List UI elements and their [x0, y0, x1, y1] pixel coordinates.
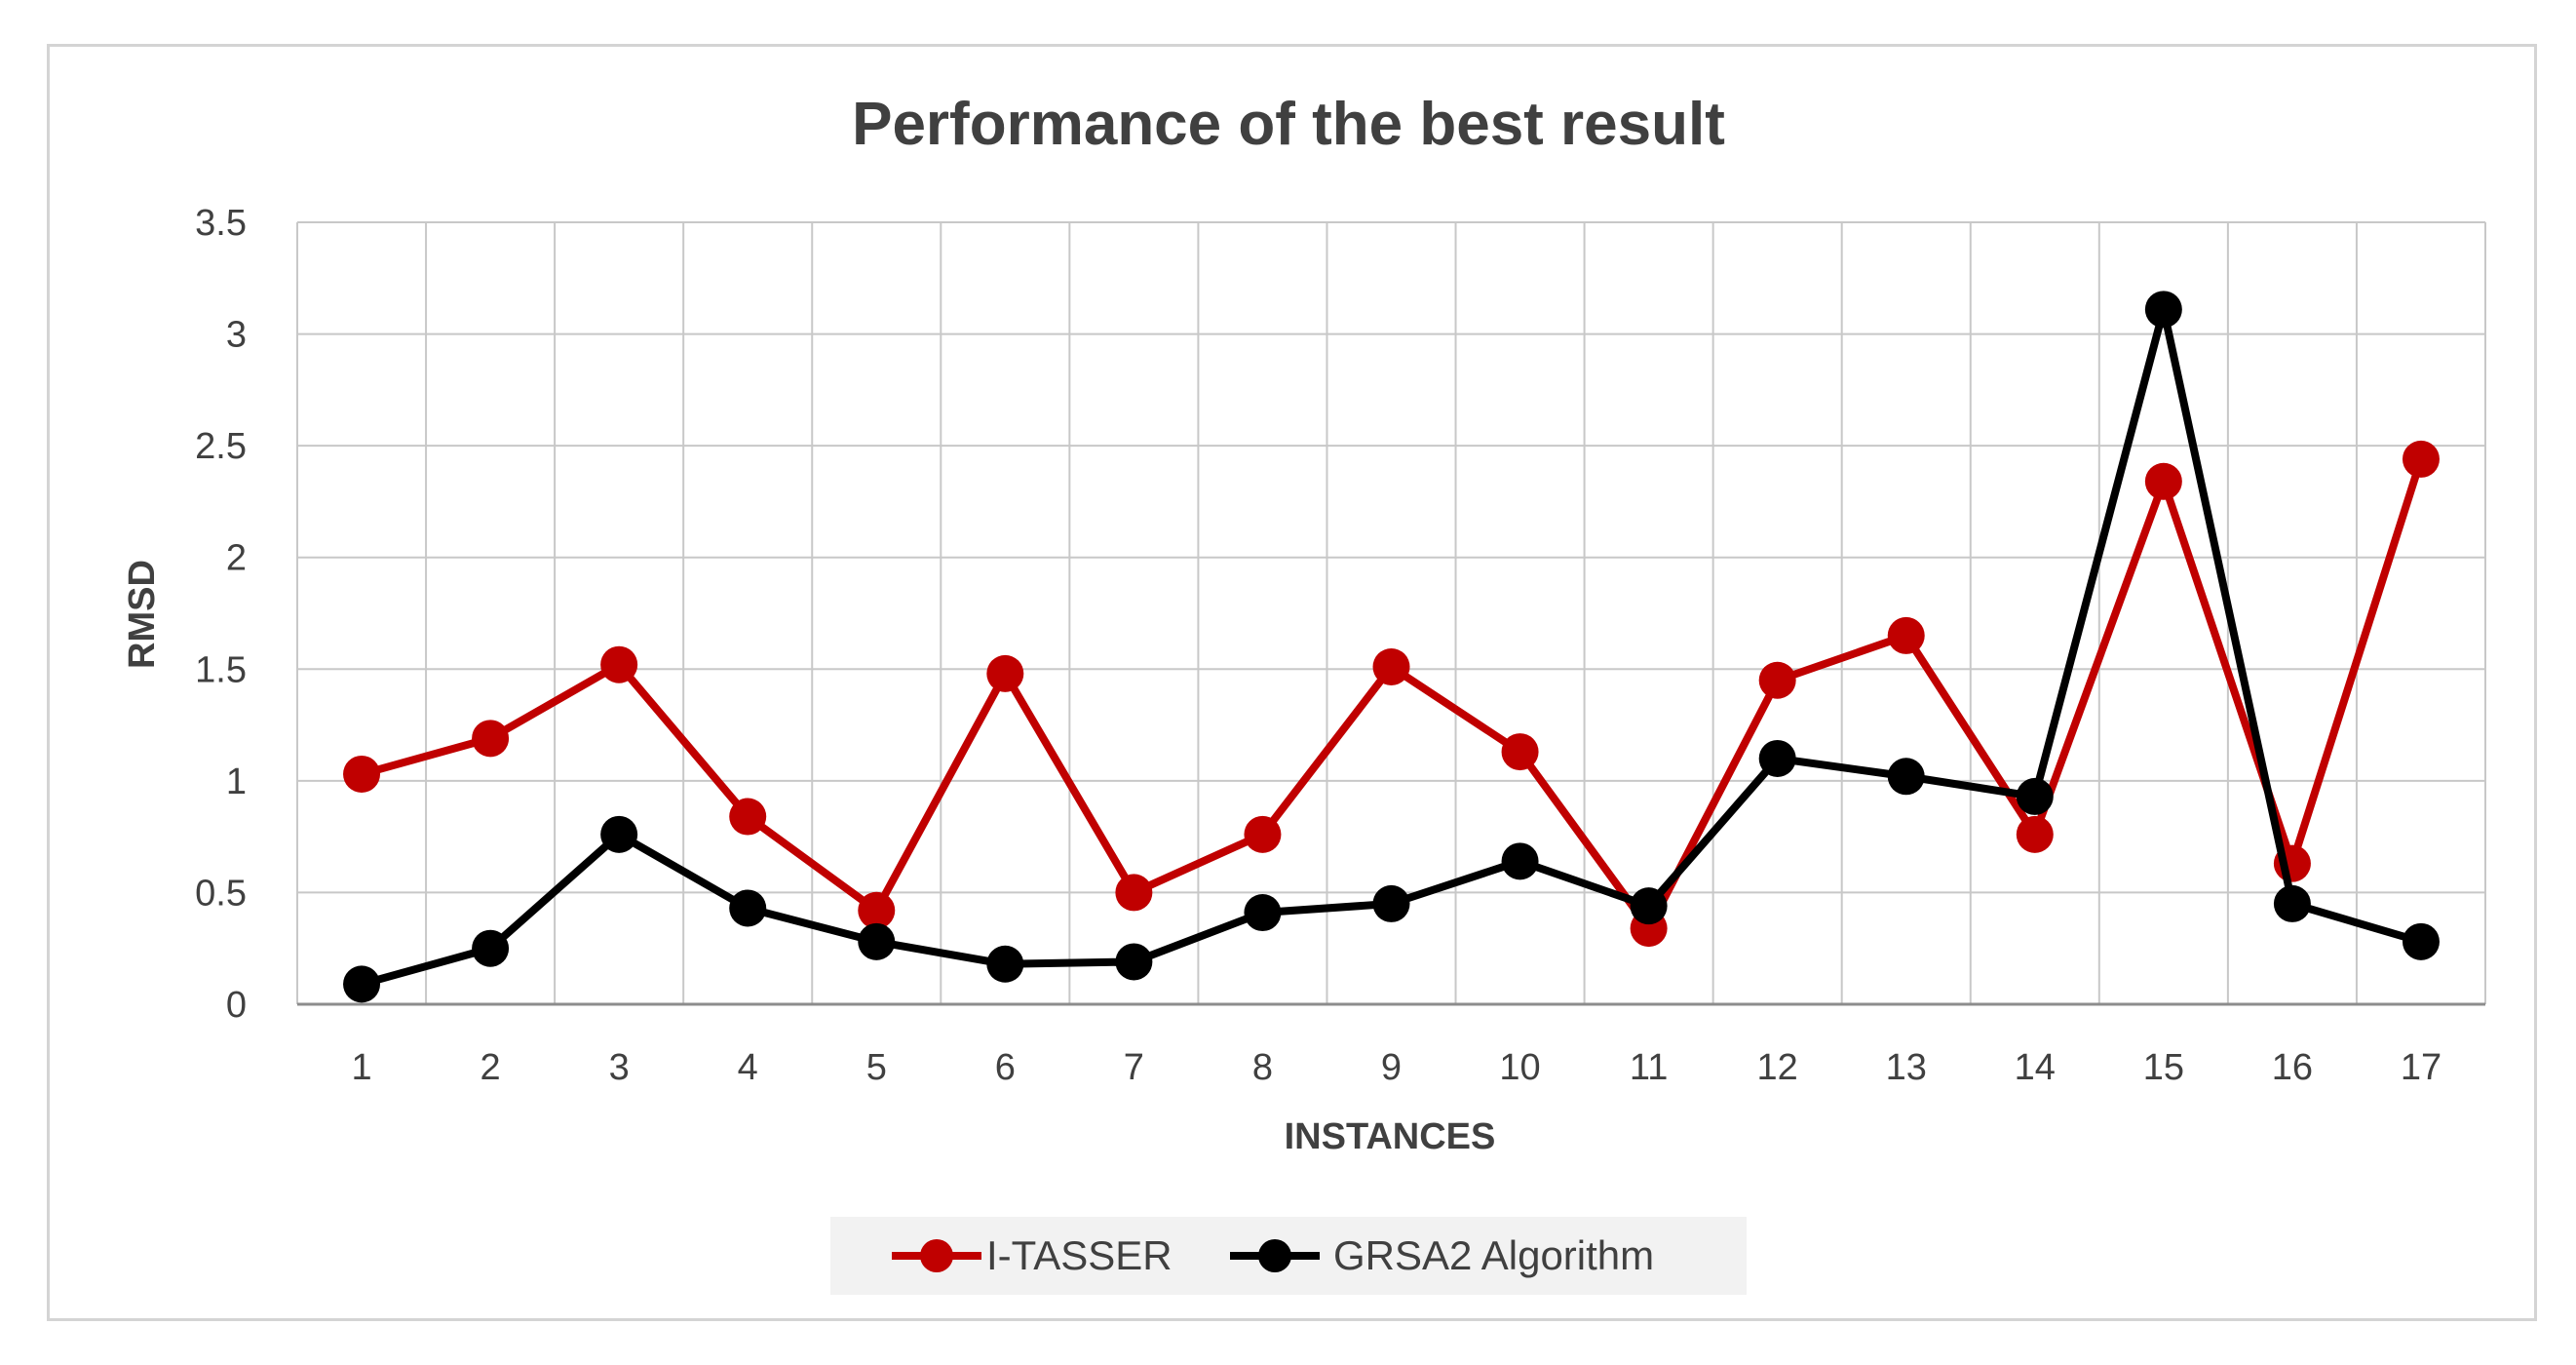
x-tick-label: 5	[866, 1047, 887, 1088]
data-point	[1887, 616, 1925, 654]
data-point	[1758, 661, 1796, 699]
data-point	[1115, 874, 1153, 912]
data-point	[858, 922, 896, 960]
data-point	[858, 891, 896, 929]
x-tick-label: 7	[1124, 1047, 1144, 1088]
y-tick-label: 1	[226, 761, 247, 802]
y-tick-label: 0	[226, 985, 247, 1026]
x-tick-label: 15	[2143, 1047, 2184, 1088]
chart-frame	[47, 44, 2537, 1321]
y-tick-label: 0.5	[195, 873, 247, 914]
x-axis-title: INSTANCES	[1285, 1116, 1496, 1157]
data-point	[600, 645, 638, 683]
data-point	[1372, 647, 1410, 685]
x-tick-label: 14	[2015, 1047, 2056, 1088]
x-tick-label: 13	[1886, 1047, 1927, 1088]
data-point	[1630, 887, 1668, 925]
x-tick-label: 4	[738, 1047, 758, 1088]
axes: 00.511.522.533.51 2 3 4 5 6 7 8 9 10 11 12 13 14 15 16 1…	[195, 203, 2485, 1088]
data-point	[2016, 777, 2054, 815]
data-point	[2402, 922, 2440, 960]
y-tick-label: 2.5	[195, 426, 247, 467]
series-line	[360, 457, 2425, 933]
y-tick-label: 1.5	[195, 649, 247, 690]
series-grsa2-algorithm	[343, 291, 2440, 1003]
x-tick-label: 8	[1252, 1047, 1273, 1088]
x-tick-label: 2	[481, 1047, 501, 1088]
y-axis-title: RMSD	[122, 560, 163, 669]
data-point	[1372, 884, 1410, 922]
series-layer	[343, 291, 2440, 1003]
x-tick-label: 11	[1630, 1047, 1668, 1088]
data-point	[472, 929, 510, 967]
chart-title: Performance of the best result	[852, 91, 1725, 158]
x-tick-label: 9	[1381, 1047, 1402, 1088]
data-point	[2144, 291, 2182, 329]
legend-item: I-TASSER	[892, 1232, 1173, 1278]
x-tick-label: 3	[609, 1047, 630, 1088]
y-tick-label: 3	[226, 315, 247, 356]
x-tick-label: 16	[2272, 1047, 2313, 1088]
legend-swatch-marker	[1258, 1239, 1291, 1272]
data-point	[472, 720, 510, 758]
series-line	[360, 305, 2423, 989]
data-point	[2144, 462, 2182, 500]
data-point	[729, 889, 767, 927]
data-point	[986, 945, 1024, 983]
data-point	[1244, 815, 1282, 853]
series-i-tasser	[343, 440, 2440, 948]
legend-swatch-marker	[920, 1239, 953, 1272]
x-tick-label: 10	[1499, 1047, 1540, 1088]
gridlines	[296, 221, 2486, 1004]
data-point	[343, 755, 381, 793]
legend: I-TASSER GRSA2 Algorithm	[830, 1217, 1747, 1295]
data-point	[1887, 758, 1925, 796]
data-point	[600, 815, 638, 853]
data-point	[729, 798, 767, 836]
data-point	[1501, 733, 1539, 771]
y-tick-label: 2	[226, 538, 247, 579]
data-point	[2402, 440, 2440, 478]
x-tick-label: 12	[1757, 1047, 1798, 1088]
data-point	[2016, 815, 2054, 853]
legend-label: GRSA2 Algorithm	[1333, 1232, 1654, 1278]
data-point	[1115, 943, 1153, 981]
x-tick-label: 17	[2401, 1047, 2441, 1088]
data-point	[2273, 884, 2311, 922]
data-point	[1501, 842, 1539, 880]
y-tick-label: 3.5	[195, 203, 247, 244]
data-point	[1244, 894, 1282, 932]
legend-item: GRSA2 Algorithm	[1230, 1232, 1654, 1278]
data-point	[343, 965, 381, 1003]
x-tick-label: 6	[995, 1047, 1016, 1088]
data-point	[1758, 739, 1796, 777]
x-tick-label: 1	[351, 1047, 371, 1088]
legend-label: I-TASSER	[986, 1232, 1173, 1278]
data-point	[986, 654, 1024, 692]
